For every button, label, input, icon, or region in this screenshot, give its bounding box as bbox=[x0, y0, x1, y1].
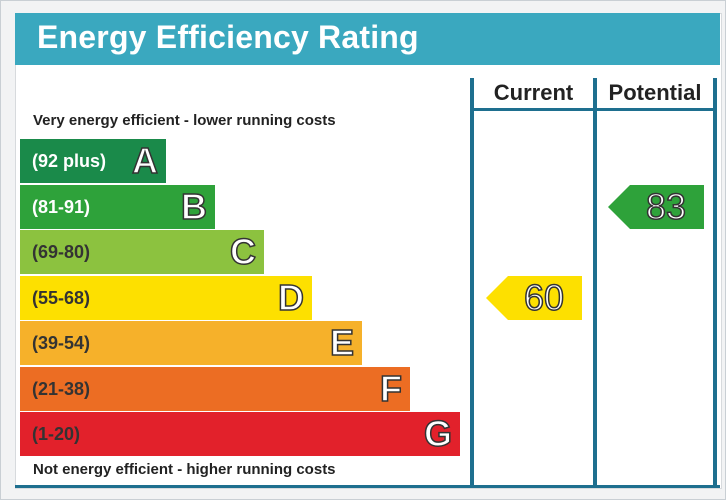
band-range-label: (81-91) bbox=[32, 196, 91, 217]
chart-title: Energy Efficiency Rating bbox=[37, 19, 419, 55]
title-bar: Energy Efficiency Rating bbox=[15, 13, 720, 65]
band-letter-label: C bbox=[229, 230, 257, 273]
bottom-rule bbox=[15, 485, 720, 488]
band-letter-label: A bbox=[131, 139, 159, 182]
band-a: (92 plus) A bbox=[20, 139, 166, 183]
band-letter-label: E bbox=[329, 321, 355, 364]
band-range-label: (92 plus) bbox=[32, 151, 107, 171]
current-rating-arrow: 60 bbox=[486, 275, 582, 320]
current-arrow-shape bbox=[486, 275, 582, 320]
current-arrow-polygon bbox=[486, 275, 582, 320]
caption-bottom: Not energy efficient - higher running co… bbox=[33, 461, 336, 478]
band-range-label: (69-80) bbox=[32, 242, 91, 262]
band-range-label: (21-38) bbox=[32, 378, 91, 399]
band-b: (81-91) B bbox=[20, 184, 215, 229]
potential-arrow-polygon bbox=[608, 184, 704, 229]
band-d: (55-68) D bbox=[20, 275, 312, 320]
divider-middle bbox=[593, 78, 597, 488]
band-f: (21-38) F bbox=[20, 366, 410, 411]
band-letter-label: G bbox=[423, 412, 453, 455]
header-rule bbox=[470, 108, 717, 111]
band-c: (69-80) C bbox=[20, 230, 264, 274]
band-range-label: (1-20) bbox=[32, 424, 81, 444]
band-letter-label: F bbox=[379, 367, 403, 410]
band-letter-label: B bbox=[180, 185, 208, 228]
column-header-current: Current bbox=[493, 80, 574, 105]
band-range-label: (39-54) bbox=[32, 333, 91, 353]
current-rating-value: 60 bbox=[523, 276, 565, 319]
band-range-label: (55-68) bbox=[32, 287, 91, 308]
divider-left bbox=[470, 78, 474, 488]
caption-top: Very energy efficient - lower running co… bbox=[33, 112, 336, 129]
divider-right bbox=[713, 78, 717, 488]
band-letter-label: D bbox=[277, 276, 305, 319]
band-g: (1-20) G bbox=[20, 412, 460, 456]
band-e: (39-54) E bbox=[20, 321, 362, 365]
potential-rating-arrow: 83 bbox=[608, 184, 704, 229]
column-header-potential: Potential bbox=[608, 80, 702, 105]
potential-arrow-shape bbox=[608, 184, 704, 229]
potential-rating-value: 83 bbox=[645, 185, 687, 228]
